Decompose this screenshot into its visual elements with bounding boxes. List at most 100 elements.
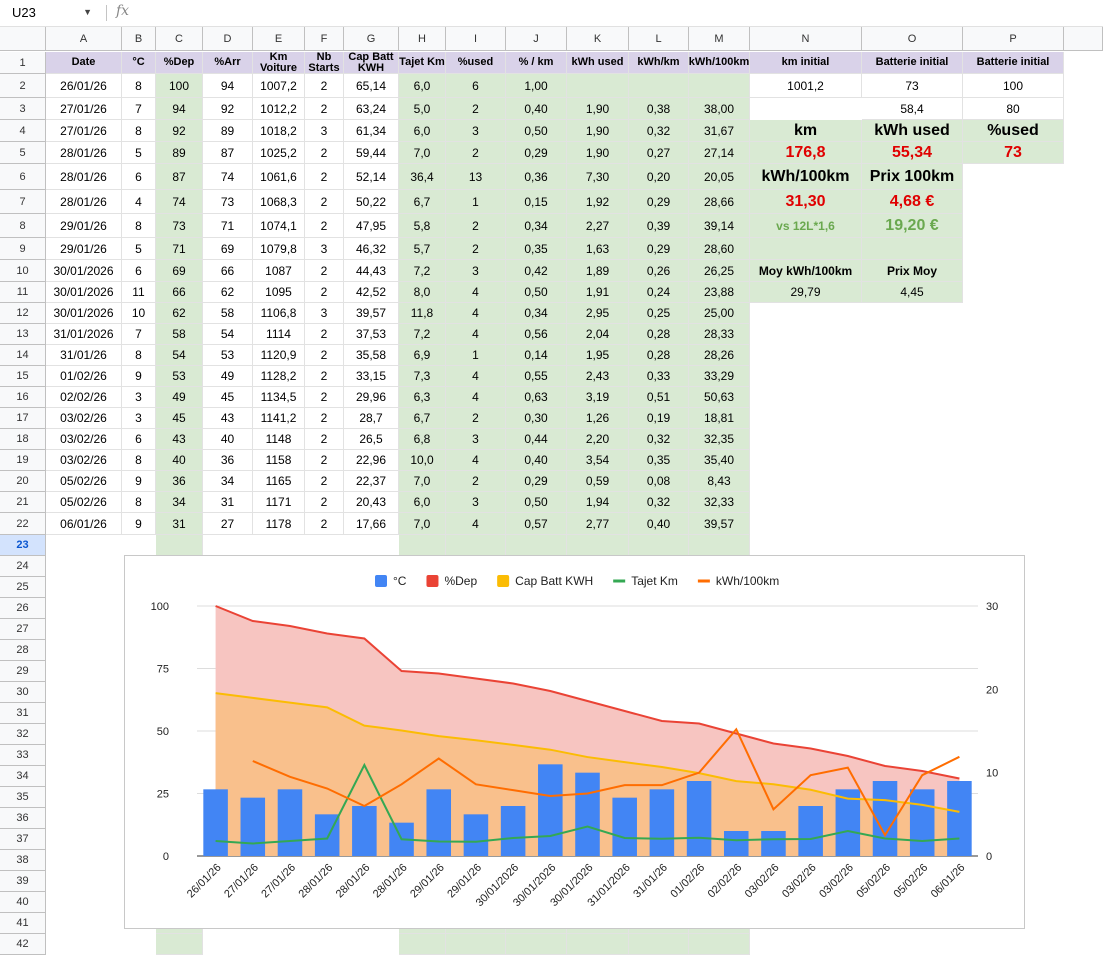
prix100-label[interactable]: Prix 100km [862,164,963,190]
data-cell[interactable]: 6,7 [399,190,446,214]
data-cell[interactable]: 28,66 [689,190,750,214]
data-cell[interactable]: 53 [203,345,253,366]
data-cell[interactable]: 1012,2 [253,98,305,120]
row-header-23[interactable]: 23 [0,535,46,556]
data-cell[interactable]: 65,14 [344,74,399,98]
data-cell[interactable]: 87 [203,142,253,164]
data-cell[interactable]: 37,53 [344,324,399,345]
data-cell[interactable]: 0,44 [506,429,567,450]
data-cell[interactable]: 1171 [253,492,305,513]
data-cell[interactable]: 71 [203,214,253,238]
column-header-m[interactable]: M [689,27,750,51]
data-cell[interactable]: 7 [122,98,156,120]
data-cell[interactable]: 26,25 [689,260,750,282]
row-header-22[interactable]: 22 [0,513,46,535]
data-cell[interactable]: 20,43 [344,492,399,513]
data-cell[interactable]: 45 [203,387,253,408]
data-cell[interactable]: 4 [446,387,506,408]
data-cell[interactable]: 1,63 [567,238,629,260]
data-cell[interactable]: 6 [122,164,156,190]
data-cell[interactable]: 2 [305,471,344,492]
data-cell[interactable]: 69 [156,260,203,282]
data-cell[interactable]: 6,0 [399,120,446,142]
data-cell[interactable]: 33,29 [689,366,750,387]
data-cell[interactable]: 39,14 [689,214,750,238]
data-cell[interactable]: 0,34 [506,303,567,324]
data-cell[interactable]: 2 [446,142,506,164]
header-cell[interactable]: % / km [506,52,567,74]
data-cell[interactable]: 5 [122,238,156,260]
column-header-c[interactable]: C [156,27,203,51]
data-cell[interactable]: 6,3 [399,387,446,408]
data-cell[interactable]: 4 [446,366,506,387]
data-cell[interactable]: 1178 [253,513,305,535]
data-cell[interactable]: 27/01/26 [46,98,122,120]
data-cell[interactable]: 23,88 [689,282,750,303]
batterie-initial-pct[interactable]: 100 [963,74,1064,98]
data-cell[interactable]: 2 [305,387,344,408]
data-cell[interactable]: 0,28 [629,324,689,345]
moy-value[interactable]: 29,79 [750,282,862,303]
data-cell[interactable]: 43 [156,429,203,450]
data-cell[interactable]: 3 [122,387,156,408]
data-cell[interactable]: 58 [203,303,253,324]
data-cell[interactable]: 7 [122,324,156,345]
column-header-n[interactable]: N [750,27,862,51]
data-cell[interactable]: 7,0 [399,513,446,535]
row-header-19[interactable]: 19 [0,450,46,471]
data-cell[interactable]: 63,24 [344,98,399,120]
row-header-42[interactable]: 42 [0,934,46,955]
data-cell[interactable]: 2 [305,345,344,366]
km-label[interactable]: km [750,120,862,142]
empty-cell[interactable] [446,934,506,955]
data-cell[interactable]: 0,36 [506,164,567,190]
row-header-14[interactable]: 14 [0,345,46,366]
data-cell[interactable]: 28,33 [689,324,750,345]
empty-cell[interactable] [567,934,629,955]
data-cell[interactable]: 29/01/26 [46,214,122,238]
data-cell[interactable]: 2 [446,238,506,260]
data-cell[interactable]: 8 [122,345,156,366]
select-all-corner[interactable] [0,27,46,51]
data-cell[interactable]: 0,15 [506,190,567,214]
column-header-j[interactable]: J [506,27,567,51]
row-header-17[interactable]: 17 [0,408,46,429]
data-cell[interactable]: 2,95 [567,303,629,324]
column-header-e[interactable]: E [253,27,305,51]
data-cell[interactable]: 0,59 [567,471,629,492]
data-cell[interactable]: 30/01/2026 [46,303,122,324]
data-cell[interactable]: 54 [203,324,253,345]
data-cell[interactable]: 1,89 [567,260,629,282]
data-cell[interactable]: 2 [446,408,506,429]
vs-label[interactable]: vs 12L*1,6 [750,214,862,238]
data-cell[interactable]: 1158 [253,450,305,471]
data-cell[interactable]: 1061,6 [253,164,305,190]
data-cell[interactable]: 0,33 [629,366,689,387]
prix100-value[interactable]: 4,68 € [862,190,963,214]
data-cell[interactable]: 0,34 [506,214,567,238]
batterie-initial-value[interactable]: 73 [862,74,963,98]
data-cell[interactable]: 1106,8 [253,303,305,324]
data-cell[interactable]: 6,0 [399,74,446,98]
row-header-24[interactable]: 24 [0,556,46,577]
data-cell[interactable]: 0,55 [506,366,567,387]
data-cell[interactable]: 6 [446,74,506,98]
data-cell[interactable]: 18,81 [689,408,750,429]
data-cell[interactable]: 3 [122,408,156,429]
kwh-used-label[interactable]: kWh used [862,120,963,142]
data-cell[interactable]: 9 [122,471,156,492]
data-cell[interactable]: 0,29 [629,238,689,260]
empty-cell[interactable] [629,535,689,556]
data-cell[interactable]: 3,54 [567,450,629,471]
column-header-i[interactable]: I [446,27,506,51]
empty-cell[interactable] [446,535,506,556]
data-cell[interactable]: 05/02/26 [46,471,122,492]
data-cell[interactable]: 0,20 [629,164,689,190]
data-cell[interactable]: 1 [446,345,506,366]
data-cell[interactable]: 50,22 [344,190,399,214]
row-header-33[interactable]: 33 [0,745,46,766]
data-cell[interactable]: 1120,9 [253,345,305,366]
data-cell[interactable]: 0,50 [506,282,567,303]
row-header-2[interactable]: 2 [0,74,46,98]
data-cell[interactable]: 0,32 [629,120,689,142]
